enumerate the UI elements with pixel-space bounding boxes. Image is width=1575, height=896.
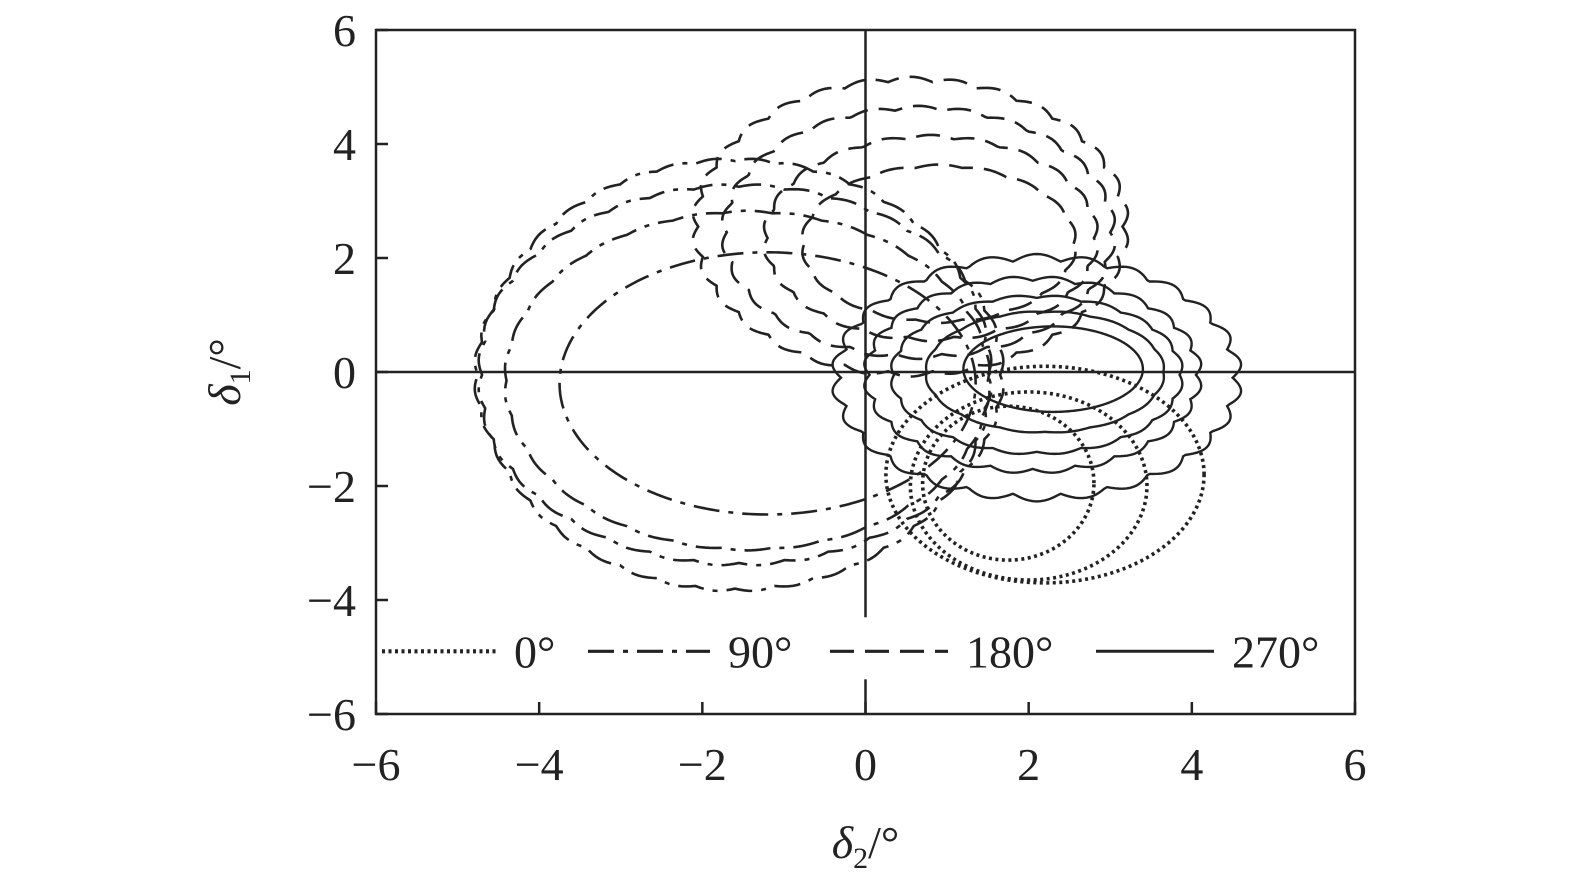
- series-2-loop-3: [691, 75, 1130, 378]
- x-axis-label: δ2/°: [832, 817, 900, 875]
- y-tick-label: −2: [307, 461, 356, 512]
- y-tick-label: 0: [333, 347, 356, 398]
- legend-background: [378, 617, 1353, 680]
- series-1: [473, 157, 1005, 593]
- zero-lines: [376, 30, 1355, 714]
- series-1-loop-1: [503, 209, 991, 552]
- legend: 0° 90° 180° 270°: [378, 617, 1353, 680]
- x-tick-label: −2: [678, 739, 727, 790]
- series-2-loop-2: [720, 104, 1117, 361]
- curves-layer: [473, 75, 1243, 593]
- series-0: [884, 364, 1206, 585]
- series-2-loop-1: [762, 133, 1099, 343]
- x-tick-label: −4: [515, 739, 564, 790]
- series-3-loop-0: [962, 325, 1145, 414]
- series-2-loop-0: [801, 163, 1077, 325]
- series-0-loop-0: [920, 404, 1096, 562]
- series-2: [691, 75, 1130, 378]
- x-tick-label: 4: [1180, 739, 1203, 790]
- y-tick-label: 6: [333, 5, 356, 56]
- legend-label-3: 270°: [1232, 626, 1319, 677]
- x-tick-label: 6: [1344, 739, 1367, 790]
- series-0-loop-1: [908, 390, 1149, 582]
- series-1-loop-0: [558, 250, 977, 516]
- series-3-loop-2: [890, 294, 1184, 456]
- series-1-loop-3: [477, 157, 993, 593]
- x-tick-label: −6: [352, 739, 401, 790]
- legend-label-1: 90°: [728, 626, 792, 677]
- x-tick-label: 2: [1017, 739, 1040, 790]
- series-1-loop-2: [473, 183, 1005, 567]
- series-3-loop-4: [831, 252, 1243, 503]
- ticks-layer: −6 −4 −2 0 2 4 6 −6 −4 −2 0 2 4 6: [307, 5, 1366, 790]
- y-tick-label: −4: [307, 575, 356, 626]
- y-tick-label: 2: [333, 233, 356, 284]
- x-tick-label: 0: [854, 739, 877, 790]
- legend-label-2: 180°: [966, 626, 1053, 677]
- y-axis-label: δ1/°: [199, 338, 257, 406]
- series-3: [831, 252, 1243, 503]
- y-tick-label: 4: [333, 119, 356, 170]
- series-0-loop-2: [884, 364, 1206, 585]
- legend-label-0: 0°: [514, 626, 555, 677]
- series-3-loop-3: [863, 275, 1203, 474]
- y-tick-label: −6: [307, 689, 356, 740]
